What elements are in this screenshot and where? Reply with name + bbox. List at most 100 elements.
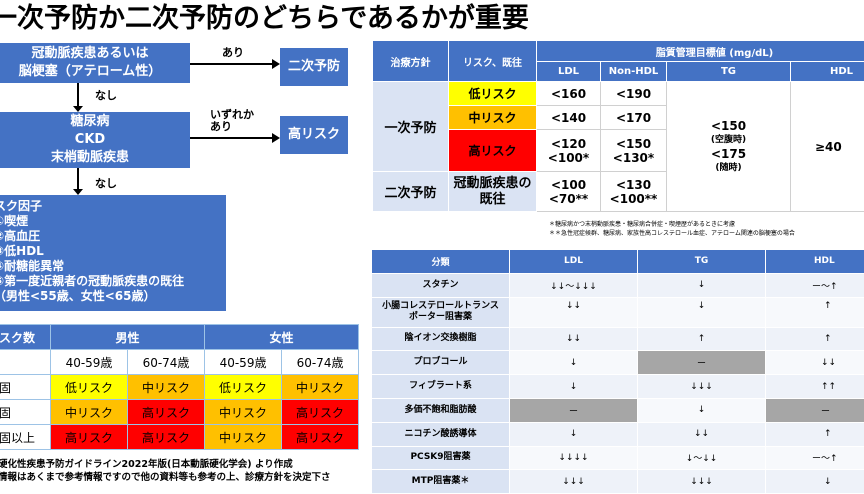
ldl-value: <160 — [537, 82, 601, 106]
lipid-target-table: 治療方針 リスク、既往 脂質管理目標値 (mg/dL) LDL Non-HDL … — [372, 40, 864, 212]
page-title: 一次予防か二次予防のどちらであるかが重要 — [0, 0, 690, 35]
table-row: プロブコール ↓ ー ↓↓ — [372, 351, 864, 375]
drug-name: プロブコール — [372, 351, 510, 375]
col-header-female: 女性 — [205, 325, 359, 350]
ldl-effect: ↓↓↓ — [510, 470, 638, 494]
tg-effect: ↓↓ — [638, 422, 766, 446]
table-row: 小腸コレステロールトランスポーター阻害薬 ↓↓ ↓ ↑ — [372, 297, 864, 327]
table-row: PCSK9阻害薬 ↓↓↓↓ ↓〜↓↓ ー〜↑ — [372, 446, 864, 470]
flow-box-line: 冠動脈疾患あるいは — [31, 45, 148, 63]
risk-factor-line: スク因子 — [0, 199, 42, 214]
hdl-effect: ↑↑ — [766, 375, 864, 399]
flow-out-high-risk: 高リスク — [280, 116, 348, 154]
risk-secondary: 冠動脈疾患の 既往 — [449, 172, 537, 212]
arrow-head-icon — [272, 133, 280, 143]
tg-effect: ー — [638, 351, 766, 375]
ldl-line: <100* — [537, 151, 600, 165]
nonhdl-value: <130 <100** — [601, 172, 667, 212]
nonhdl-line: <130* — [601, 151, 666, 165]
risk-cell: 低リスク — [51, 375, 128, 400]
arrow-head-icon — [272, 59, 280, 69]
nonhdl-value: <150 <130* — [601, 130, 667, 172]
risk-mid: 中リスク — [449, 106, 537, 130]
col-header-hdl: HDL — [766, 250, 864, 274]
table-row: 多価不飽和脂肪酸 ー ↓ ー — [372, 398, 864, 422]
target-footnotes: ＊糖尿病かつ末梢動脈疾患・糖尿病合併症・喫煙歴があるときに考慮 ＊＊急性冠症候群… — [549, 220, 795, 238]
risk-cell: 中リスク — [205, 400, 282, 425]
table-row: 固以上 高リスク 高リスク 中リスク 高リスク — [0, 425, 359, 450]
col-header-ldl: LDL — [510, 250, 638, 274]
drug-name: ニコチン酸誘導体 — [372, 422, 510, 446]
risk-factor-line: ③低HDL — [0, 244, 44, 259]
table-row: 陰イオン交換樹脂 ↓↓ ↑ ↑ — [372, 327, 864, 351]
flow-no-label: なし — [95, 90, 117, 102]
risk-cell: 中リスク — [282, 375, 359, 400]
flow-box-line: 脳梗塞（アテローム性） — [19, 63, 162, 81]
tg-effect: ↓↓↓ — [638, 375, 766, 399]
ldl-value: <120 <100* — [537, 130, 601, 172]
ldl-effect: ↓ — [510, 422, 638, 446]
risk-secondary-line: 既往 — [449, 192, 536, 208]
col-header-lipid-targets: 脂質管理目標値 (mg/dL) — [537, 41, 864, 62]
flow-box-line: 末梢動脈疾患 — [51, 149, 129, 167]
row-label: 固 — [0, 400, 51, 425]
ldl-effect: ↓↓ — [510, 297, 638, 327]
nonhdl-line: <100** — [601, 192, 666, 206]
risk-cell: 高リスク — [51, 425, 128, 450]
hdl-effect: ↑ — [766, 422, 864, 446]
drug-name: 多価不飽和脂肪酸 — [372, 398, 510, 422]
nonhdl-value: <170 — [601, 106, 667, 130]
nonhdl-line: <130 — [601, 178, 666, 192]
arrow-line — [190, 63, 276, 65]
ldl-effect: ↓ — [510, 375, 638, 399]
risk-cell: 中リスク — [128, 375, 205, 400]
hdl-effect: ー〜↑ — [766, 273, 864, 297]
hdl-effect: ↓↓ — [766, 351, 864, 375]
risk-cell: 高リスク — [282, 425, 359, 450]
ldl-value: <140 — [537, 106, 601, 130]
table-row: スタチン ↓↓〜↓↓↓ ↓ ー〜↑ — [372, 273, 864, 297]
drug-effect-table: 分類 LDL TG HDL スタチン ↓↓〜↓↓↓ ↓ ー〜↑ 小腸コレステロー… — [371, 249, 864, 494]
ldl-line: <120 — [537, 137, 600, 151]
ldl-value: <100 <70** — [537, 172, 601, 212]
col-header-hdl: HDL — [791, 62, 864, 82]
tg-effect: ↓ — [638, 297, 766, 327]
ldl-effect: ↓ — [510, 351, 638, 375]
hdl-target: ≥40 — [791, 82, 864, 212]
source-line: 硬化性疾患予防ガイドライン2022年版(日本動脈硬化学会) より作成 — [0, 458, 364, 471]
nonhdl-value: <190 — [601, 82, 667, 106]
col-header-male: 男性 — [51, 325, 205, 350]
table-row: フィブラート系 ↓ ↓↓↓ ↑↑ — [372, 375, 864, 399]
primary-prevention-label: 一次予防 — [373, 82, 449, 172]
table-row: 固 低リスク 中リスク 低リスク 中リスク — [0, 375, 359, 400]
hdl-effect: ↑ — [766, 297, 864, 327]
ldl-effect: ー — [510, 398, 638, 422]
hdl-effect: ー〜↑ — [766, 446, 864, 470]
tg-effect: ↓ — [638, 273, 766, 297]
ldl-line: <100 — [537, 178, 600, 192]
ldl-effect: ↓↓ — [510, 327, 638, 351]
flow-yes-label: あり — [222, 47, 244, 59]
ldl-line: <70** — [537, 192, 600, 206]
col-header-count: スク数 — [0, 325, 51, 350]
flow-box-cad-stroke: 冠動脈疾患あるいは 脳梗塞（アテローム性） — [0, 43, 190, 83]
hdl-effect: ↑ — [766, 327, 864, 351]
table-row: 固 中リスク 高リスク 中リスク 高リスク — [0, 400, 359, 425]
tg-line: <150 — [667, 119, 790, 133]
risk-cell: 高リスク — [128, 400, 205, 425]
drug-name: フィブラート系 — [372, 375, 510, 399]
risk-cell: 中リスク — [205, 425, 282, 450]
flow-box-risk-factors: スク因子 ①喫煙 ②高血圧 ③低HDL ④耐糖能異常 ⑤第一度近親者の冠動脈疾患… — [0, 195, 226, 311]
risk-cell: 高リスク — [282, 400, 359, 425]
flow-out-secondary: 二次予防 — [280, 48, 348, 86]
hdl-effect: ↓ — [766, 470, 864, 494]
source-line: 情報はあくまで参考情報ですので他の資料等も参考の上、診療方針を決定下さ — [0, 471, 364, 484]
drug-name: 陰イオン交換樹脂 — [372, 327, 510, 351]
drug-name: スタチン — [372, 273, 510, 297]
flow-box-line: 糖尿病 — [70, 113, 109, 131]
risk-factor-line: ④耐糖能異常 — [0, 259, 64, 274]
risk-factor-line: ①喫煙 — [0, 214, 28, 229]
risk-low: 低リスク — [449, 82, 537, 106]
flow-yes-line: あり — [210, 121, 254, 133]
age-header: 40-59歳 — [205, 350, 282, 375]
